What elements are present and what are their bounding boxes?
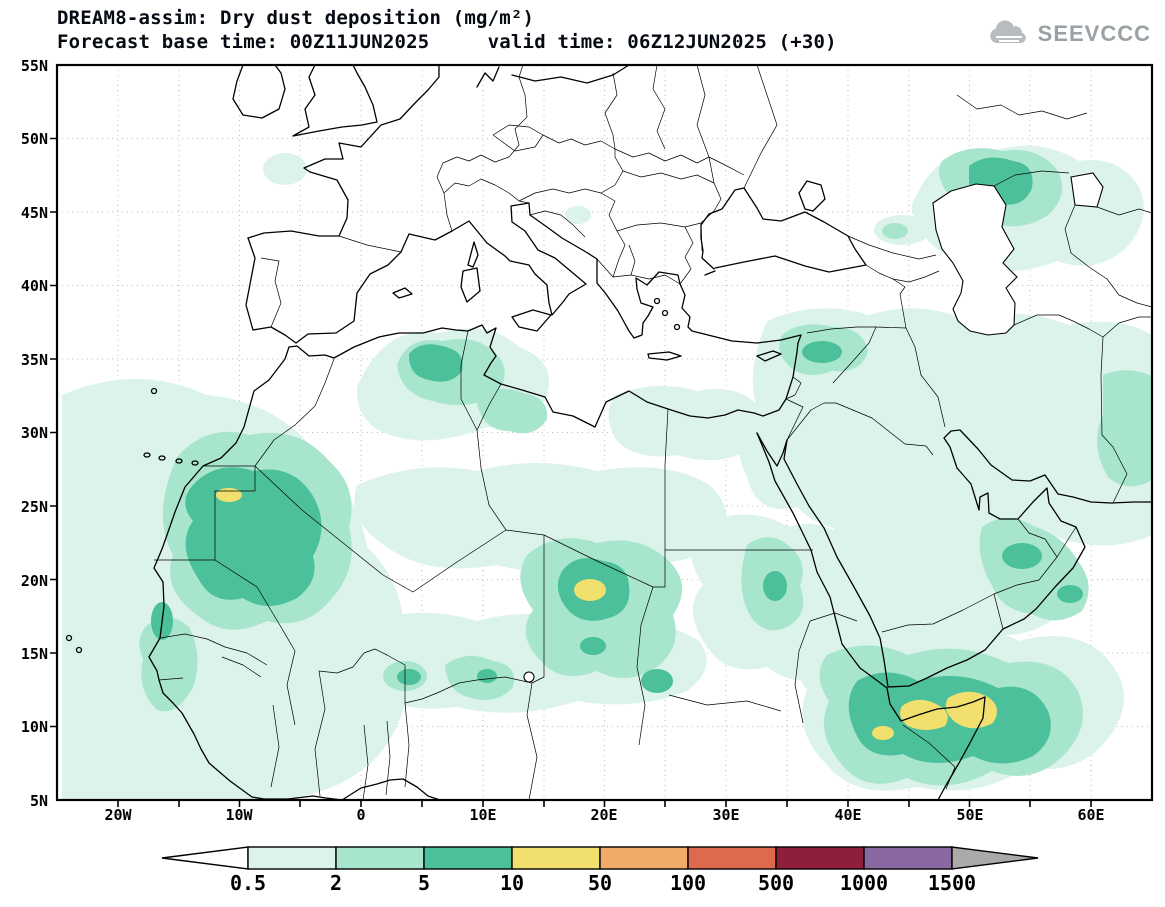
lat-tick-label: 10N — [20, 718, 48, 736]
dust-shade-level-4 — [216, 488, 997, 740]
colorbar-segment — [511, 846, 601, 870]
lon-tick-label: 10E — [469, 806, 497, 824]
axis-ticks — [50, 137, 1092, 807]
plot-title: DREAM8-assim: Dry dust deposition (mg/m²… — [57, 7, 535, 29]
colorbar-label: 1000 — [839, 871, 889, 895]
colorbar-segment — [335, 846, 425, 870]
lon-tick-label: 20W — [104, 806, 132, 824]
dust-shade-level-3 — [151, 157, 1083, 764]
lon-tick-label: 60E — [1077, 806, 1105, 824]
colorbar-label: 100 — [669, 871, 707, 895]
country-borders — [154, 64, 1153, 801]
lat-tick-label: 40N — [20, 277, 48, 295]
lon-tick-label: 10W — [225, 806, 253, 824]
lon-tick-label: 0 — [356, 806, 366, 824]
colorbar-segment — [247, 846, 337, 870]
colorbar-arrow-above — [951, 846, 1039, 870]
lat-tick-label: 55N — [20, 57, 48, 75]
colorbar-label: 50 — [587, 871, 613, 895]
lat-tick-label: 35N — [20, 351, 48, 369]
lat-tick-label: 30N — [20, 424, 48, 442]
lat-tick-label: 25N — [20, 498, 48, 516]
cloud-icon — [989, 20, 1026, 44]
lat-tick-label: 50N — [20, 130, 48, 148]
logo-text: SEEVCCC — [1037, 20, 1151, 46]
colorbar-segment — [599, 846, 689, 870]
colorbar-segment — [423, 846, 513, 870]
colorbar-label: 5 — [417, 871, 431, 895]
coastlines — [148, 64, 1153, 801]
colorbar-segment — [863, 846, 953, 870]
colorbar-label: 0.5 — [229, 871, 267, 895]
lat-tick-label: 15N — [20, 645, 48, 663]
islands — [65, 64, 782, 654]
colorbar-segment — [687, 846, 777, 870]
colorbar-label: 500 — [757, 871, 795, 895]
colorbar-label: 2 — [329, 871, 343, 895]
colorbar-segment — [775, 846, 865, 870]
lat-tick-label: 5N — [29, 792, 48, 810]
colorbar-label: 1500 — [927, 871, 977, 895]
plot-subtitle: Forecast base time: 00Z11JUN2025 valid t… — [57, 31, 837, 53]
lon-tick-label: 50E — [956, 806, 984, 824]
colorbar-arrow-below — [161, 846, 249, 870]
lakes — [523, 172, 1104, 683]
lat-tick-label: 45N — [20, 204, 48, 222]
lon-tick-label: 30E — [712, 806, 740, 824]
lon-tick-label: 40E — [834, 806, 862, 824]
colorbar — [161, 846, 1039, 870]
seevccc-logo: SEEVCCC — [987, 20, 1151, 47]
lon-tick-label: 20E — [590, 806, 618, 824]
colorbar-label: 10 — [499, 871, 525, 895]
map — [50, 63, 1154, 807]
lat-tick-label: 20N — [20, 572, 48, 590]
